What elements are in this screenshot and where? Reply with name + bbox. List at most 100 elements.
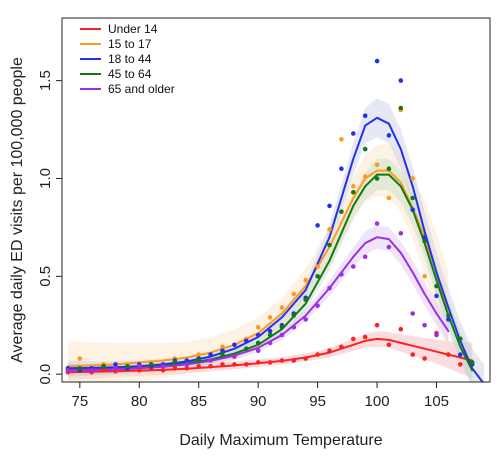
- point-65-and-older: [386, 244, 392, 250]
- point-15-to-17: [374, 162, 380, 168]
- point-under-14: [137, 368, 142, 373]
- point-45-to-64: [351, 189, 356, 195]
- point-15-to-17: [196, 352, 201, 357]
- point-18-to-44: [220, 348, 225, 354]
- x-tick-label: 90: [250, 393, 267, 410]
- point-18-to-44: [184, 358, 190, 363]
- point-under-14: [362, 334, 368, 340]
- point-65-and-older: [362, 254, 368, 260]
- x-tick-label: 95: [309, 393, 326, 410]
- x-axis-title: Daily Maximum Temperature: [179, 432, 382, 449]
- point-15-to-17: [315, 264, 320, 269]
- point-under-14: [184, 366, 190, 371]
- point-45-to-64: [339, 209, 344, 214]
- x-tick-label: 75: [71, 393, 88, 410]
- plot-frame: [61, 17, 491, 383]
- legend-label-18-to-44: 18 to 44: [108, 52, 152, 66]
- point-under-14: [339, 344, 344, 350]
- point-under-14: [220, 362, 225, 367]
- point-65-and-older: [398, 231, 404, 236]
- point-65-and-older: [160, 364, 166, 369]
- y-tick-label: 0.0: [37, 364, 54, 385]
- point-65-and-older: [351, 264, 356, 269]
- y-tick-label: 0.5: [37, 266, 54, 287]
- point-under-14: [422, 356, 427, 361]
- legend-label-45-to-64: 45 to 64: [108, 67, 152, 81]
- point-45-to-64: [77, 366, 83, 371]
- band-65-and-older: [67, 225, 449, 377]
- point-45-to-64: [386, 166, 392, 171]
- point-15-to-17: [291, 291, 297, 297]
- point-18-to-44: [327, 203, 332, 209]
- point-65-and-older: [113, 366, 118, 371]
- point-45-to-64: [172, 360, 178, 365]
- point-45-to-64: [303, 297, 309, 303]
- point-under-14: [232, 362, 237, 367]
- point-45-to-64: [362, 146, 368, 152]
- point-18-to-44: [232, 342, 237, 348]
- point-under-14: [398, 326, 404, 332]
- point-under-14: [327, 348, 332, 354]
- point-under-14: [351, 336, 356, 342]
- point-18-to-44: [208, 352, 213, 357]
- point-45-to-64: [398, 105, 404, 111]
- point-65-and-older: [374, 221, 380, 226]
- point-65-and-older: [410, 311, 416, 316]
- x-tick-label: 100: [365, 393, 390, 410]
- point-under-14: [196, 364, 201, 369]
- point-45-to-64: [327, 242, 332, 248]
- point-18-to-44: [410, 207, 416, 213]
- point-15-to-17: [327, 227, 332, 232]
- point-under-14: [291, 358, 297, 363]
- point-under-14: [267, 360, 273, 365]
- point-18-to-44: [255, 332, 261, 338]
- point-under-14: [172, 366, 178, 371]
- point-under-14: [101, 368, 106, 373]
- point-45-to-64: [279, 324, 285, 330]
- point-65-and-older: [291, 324, 297, 330]
- point-15-to-17: [220, 344, 225, 350]
- point-under-14: [208, 364, 213, 369]
- point-under-14: [160, 368, 166, 373]
- point-65-and-older: [339, 272, 344, 277]
- point-65-and-older: [434, 332, 439, 338]
- point-45-to-64: [374, 176, 380, 181]
- y-tick-label: 1.5: [37, 70, 54, 91]
- point-18-to-44: [362, 113, 368, 119]
- point-45-to-64: [315, 274, 320, 279]
- point-45-to-64: [101, 364, 106, 369]
- point-45-to-64: [125, 364, 130, 369]
- point-15-to-17: [386, 195, 392, 201]
- point-45-to-64: [458, 336, 463, 342]
- x-axis: 75 80 85 90 95 100 105: [71, 382, 449, 410]
- point-65-and-older: [137, 364, 142, 369]
- point-65-and-older: [303, 317, 309, 322]
- point-18-to-44: [446, 317, 451, 322]
- x-tick-label: 105: [424, 393, 449, 410]
- point-18-to-44: [267, 328, 273, 334]
- point-65-and-older: [315, 303, 320, 309]
- point-15-to-17: [77, 356, 83, 361]
- point-15-to-17: [351, 184, 356, 189]
- point-45-to-64: [434, 283, 439, 289]
- point-45-to-64: [148, 362, 154, 367]
- point-18-to-44: [244, 338, 249, 344]
- point-45-to-64: [255, 340, 261, 346]
- point-under-14: [374, 322, 380, 328]
- point-under-14: [458, 362, 463, 367]
- confidence-bands: [67, 98, 485, 382]
- point-15-to-17: [255, 324, 261, 330]
- point-under-14: [255, 360, 261, 365]
- y-tick-label: 1.0: [37, 168, 54, 189]
- point-65-and-older: [267, 340, 273, 346]
- point-45-to-64: [446, 313, 451, 318]
- point-under-14: [315, 352, 320, 357]
- point-45-to-64: [267, 332, 273, 338]
- y-axis: 0.0 0.5 1.0 1.5: [37, 70, 62, 385]
- point-65-and-older: [327, 285, 332, 291]
- point-45-to-64: [220, 352, 225, 357]
- point-18-to-44: [434, 293, 439, 299]
- point-under-14: [244, 362, 249, 367]
